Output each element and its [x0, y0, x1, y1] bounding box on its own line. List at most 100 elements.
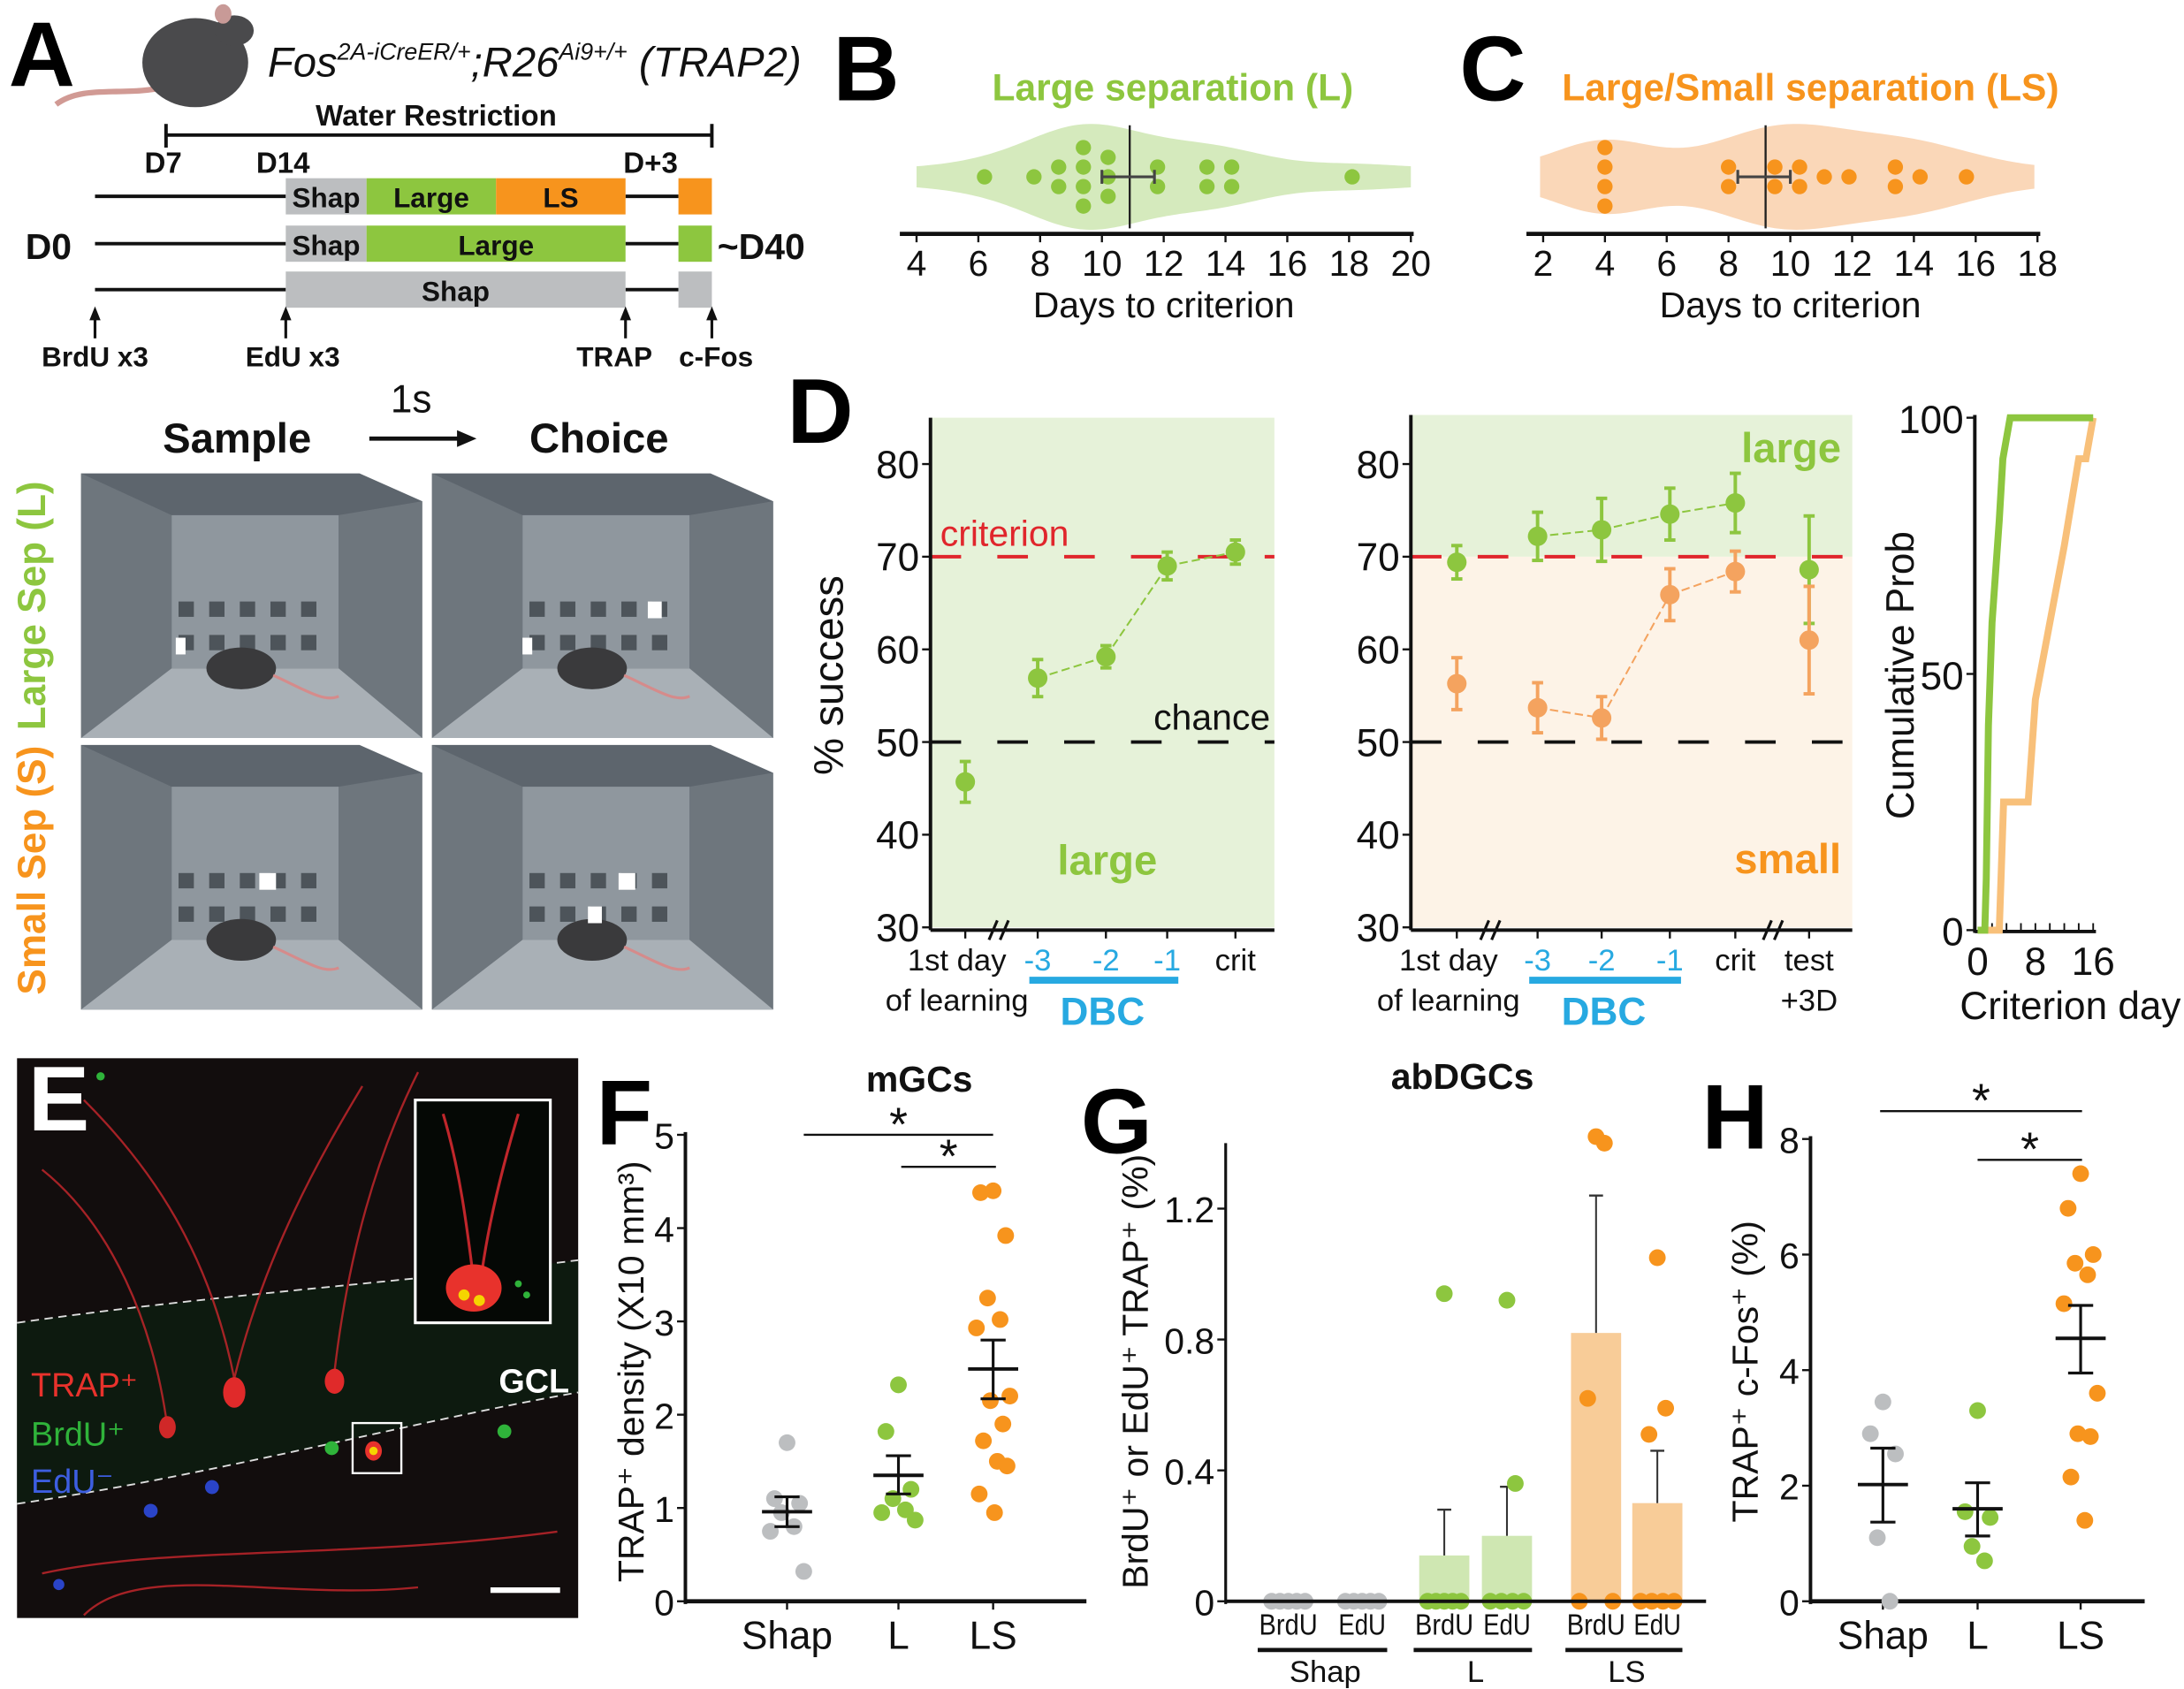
- data-point: [985, 1504, 1003, 1521]
- x-tick-label: -1: [1153, 944, 1181, 978]
- panel-label-f: F: [597, 1062, 653, 1165]
- data-point: [1096, 647, 1116, 667]
- region-label-small: small: [1734, 836, 1841, 883]
- injection-label: EdU x3: [246, 340, 340, 372]
- y-tick-label: 60: [876, 628, 919, 672]
- data-point: [877, 1423, 894, 1441]
- data-point: [1792, 159, 1807, 175]
- data-point: [795, 1563, 812, 1580]
- cumulative-line: [1977, 414, 2094, 934]
- series-connector: [1105, 565, 1168, 658]
- legend-brdu: BrdU⁺: [31, 1416, 125, 1453]
- data-point: [975, 1432, 993, 1449]
- data-point: [1657, 1399, 1675, 1417]
- significance-star: *: [1972, 1075, 1990, 1127]
- data-point: [1199, 179, 1215, 194]
- data-point: [2062, 1468, 2080, 1486]
- y-tick-label: 1.2: [1164, 1190, 1214, 1230]
- y-tick-label: 60: [1357, 628, 1400, 672]
- data-point: [1861, 1425, 1879, 1442]
- chart-title: mGCs: [866, 1059, 973, 1099]
- x-tick-label: L: [887, 1614, 909, 1657]
- x-tick-label: 16: [2072, 940, 2115, 984]
- x-tick-label: LS: [2057, 1614, 2104, 1657]
- x-tick-label: 8: [1030, 243, 1050, 284]
- data-point: [1223, 159, 1240, 175]
- data-point: [762, 1523, 780, 1541]
- data-point: [1767, 179, 1783, 194]
- large-sep-label: Large Sep (L): [11, 481, 54, 730]
- chart-title: abDGCs: [1391, 1056, 1534, 1097]
- x-tick-label: LS: [970, 1614, 1017, 1657]
- data-point: [1881, 1593, 1899, 1610]
- y-tick-label: 80: [876, 444, 919, 487]
- x-axis-label: Criterion day: [1960, 985, 2180, 1028]
- genotype-mid: ;R26: [471, 40, 560, 87]
- data-point: [1076, 198, 1092, 214]
- x-tick-label: 14: [1206, 243, 1246, 284]
- y-tick-label: 50: [1357, 721, 1400, 765]
- series-connector: [1537, 529, 1602, 537]
- y-tick-label: 5: [654, 1116, 674, 1157]
- data-point: [1887, 1445, 1904, 1463]
- arrow-head: [280, 306, 292, 321]
- x-tick-label: Shap: [742, 1614, 833, 1657]
- data-point: [2069, 1425, 2087, 1442]
- data-point: [2066, 1254, 2084, 1272]
- data-point: [2089, 1384, 2106, 1402]
- data-point: [1028, 668, 1048, 689]
- data-point: [970, 1485, 988, 1503]
- scale-bar: [490, 1586, 560, 1594]
- y-tick-label: 30: [876, 907, 919, 950]
- data-point: [1841, 169, 1857, 185]
- y-tick-label: 4: [1779, 1351, 1800, 1392]
- genotype-sup2: Ai9+/+: [557, 39, 627, 65]
- x-tick-label: EdU: [1633, 1609, 1681, 1642]
- data-point: [1597, 179, 1613, 194]
- y-axis-label: Cumulative Prob: [1879, 531, 1922, 819]
- axis-break-mark: [987, 919, 1010, 941]
- significance-star: *: [889, 1099, 908, 1151]
- delay-label: 1s: [391, 377, 432, 421]
- x-tick-label: 18: [1329, 243, 1370, 284]
- data-point: [998, 1457, 1016, 1475]
- series-connector: [1601, 513, 1670, 531]
- data-point: [1051, 159, 1067, 175]
- y-tick-label: 4: [654, 1209, 674, 1250]
- y-tick-label: 70: [876, 536, 919, 580]
- series-connector: [1601, 594, 1671, 719]
- y-tick-label: 40: [876, 814, 919, 857]
- data-point: [1026, 169, 1042, 185]
- y-tick-label: 0: [1942, 911, 1964, 955]
- x-tick-label: 6: [969, 243, 989, 284]
- data-point: [1975, 1552, 1993, 1570]
- x-tick-label: 20: [1390, 243, 1431, 284]
- y-tick-label: 2: [1779, 1467, 1800, 1508]
- x-axis-label: Days to criterion: [1033, 285, 1295, 325]
- data-point: [1595, 1134, 1613, 1152]
- data-point: [1640, 1426, 1658, 1443]
- panel-label-b: B: [833, 18, 899, 120]
- phase-label: LS: [543, 182, 578, 214]
- data-point: [1887, 179, 1904, 194]
- data-point: [1199, 159, 1215, 175]
- group-label: L: [1467, 1655, 1484, 1689]
- x-tick-label: 16: [1956, 243, 1997, 284]
- x-tick-label: crit: [1715, 944, 1756, 978]
- data-point: [1721, 159, 1737, 175]
- data-point: [982, 1392, 999, 1410]
- background-region-large: [1411, 415, 1853, 557]
- phase-block-large: [366, 178, 497, 215]
- maze-small-sample: [80, 743, 424, 1011]
- y-tick-label: 50: [876, 721, 919, 765]
- data-point: [1498, 1291, 1516, 1309]
- data-point: [977, 169, 993, 185]
- x-tick-label: test: [1784, 944, 1834, 978]
- data-point: [994, 1415, 1012, 1433]
- series-connector: [1670, 502, 1736, 515]
- significance-star: *: [2020, 1124, 2039, 1176]
- data-point: [890, 1376, 907, 1394]
- dbc-label: DBC: [1562, 991, 1647, 1034]
- x-tick-label: BrdU: [1259, 1609, 1318, 1642]
- genotype-gene1: Fos: [268, 40, 338, 87]
